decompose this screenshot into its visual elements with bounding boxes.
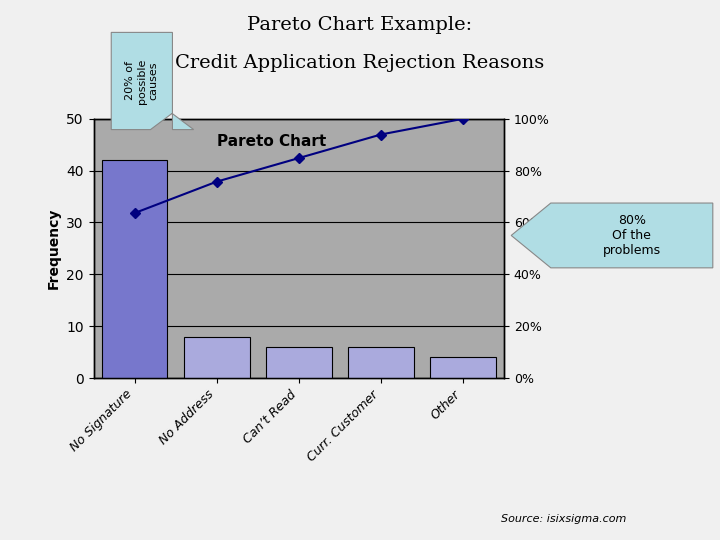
Bar (430, 357, 496, 378)
Polygon shape (511, 203, 713, 268)
Text: Credit Application Rejection Reasons: Credit Application Rejection Reasons (176, 54, 544, 72)
Bar (348, 347, 414, 378)
Bar (184, 336, 250, 378)
Y-axis label: Frequency: Frequency (47, 208, 60, 289)
Bar (266, 347, 332, 378)
Text: 20% of
possible
causes: 20% of possible causes (125, 58, 158, 104)
Text: 80%
Of the
problems: 80% Of the problems (603, 214, 661, 257)
Text: Pareto Chart: Pareto Chart (217, 134, 326, 150)
Text: Source: isixsigma.com: Source: isixsigma.com (501, 514, 626, 524)
Polygon shape (111, 32, 194, 130)
Bar (102, 160, 168, 378)
Text: Pareto Chart Example:: Pareto Chart Example: (248, 16, 472, 34)
